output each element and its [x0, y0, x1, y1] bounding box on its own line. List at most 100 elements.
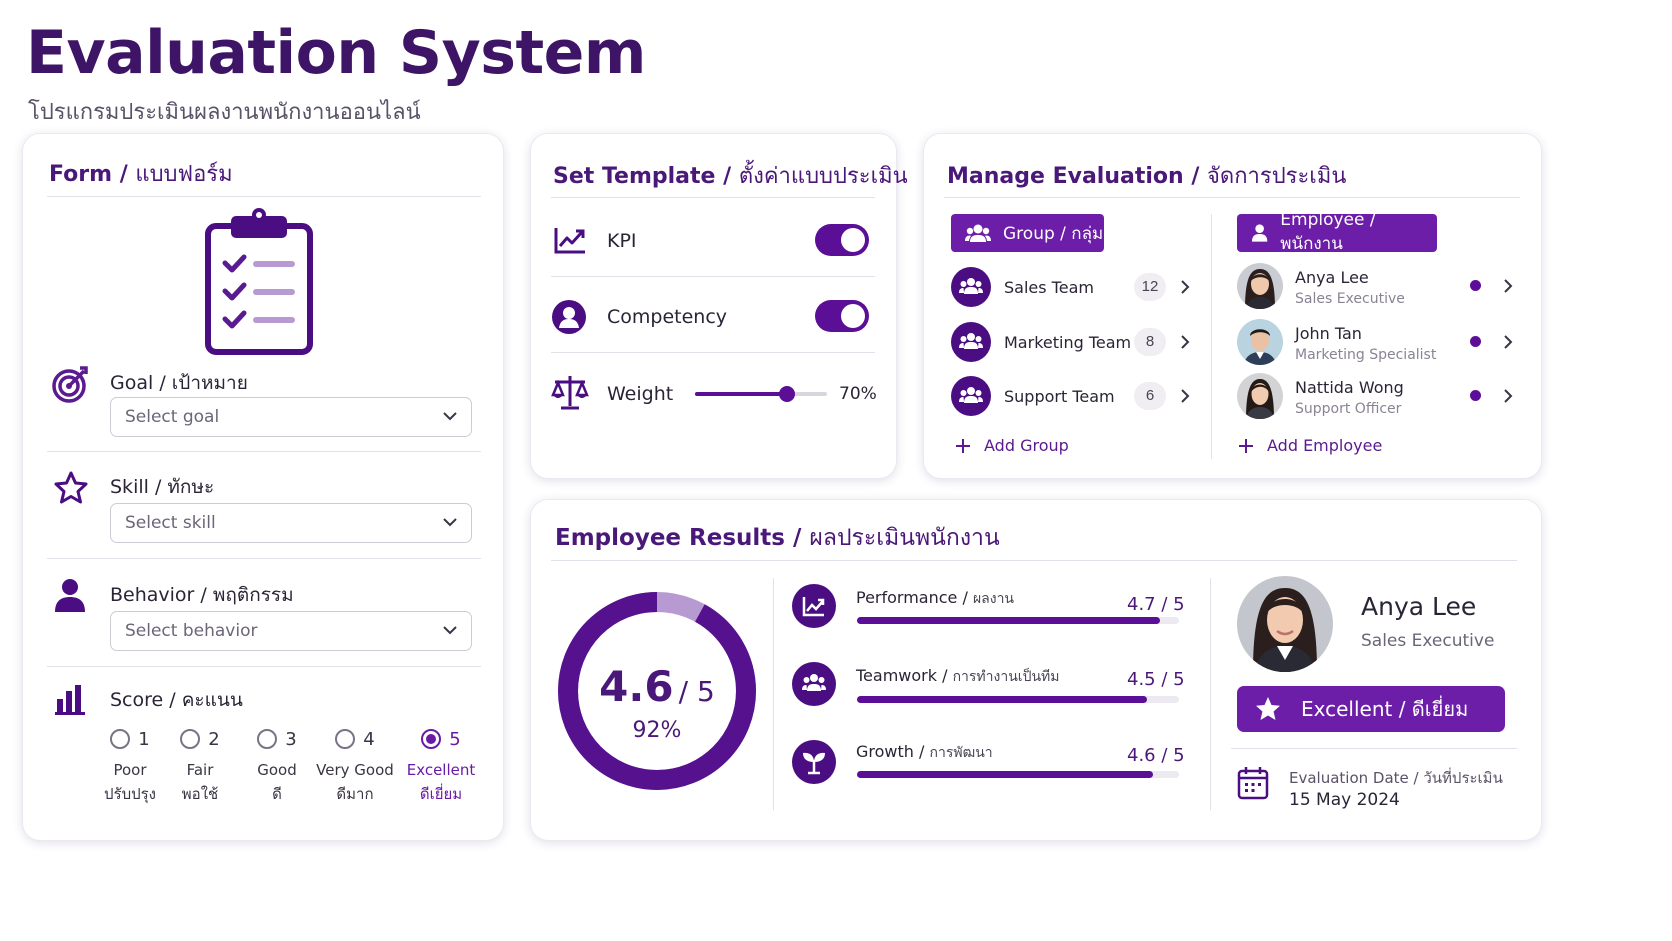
chevron-down-icon	[443, 626, 457, 635]
behavior-select[interactable]: Select behavior	[110, 611, 472, 651]
skill-select[interactable]: Select skill	[110, 503, 472, 543]
toggle-knob	[841, 304, 865, 328]
score-option-1[interactable]: 1 Poor ปรับปรุง	[103, 728, 156, 804]
result-employee-name: Anya Lee	[1361, 592, 1477, 621]
column-divider	[773, 578, 774, 810]
plus-icon	[956, 439, 970, 453]
employee-name: Nattida Wong	[1295, 378, 1404, 397]
avatar	[1237, 576, 1333, 672]
divider	[944, 197, 1520, 198]
group-tab[interactable]: Group / กลุ่ม	[951, 214, 1104, 252]
radio-button[interactable]	[257, 729, 278, 749]
weight-value: 70%	[839, 384, 877, 404]
chevron-right-icon	[1504, 279, 1513, 293]
team-icon	[951, 322, 991, 362]
trend-chart-icon	[554, 228, 585, 254]
form-card: Form / แบบฟอร์ม Goal / เป้าหมาย Select g…	[22, 133, 504, 841]
competency-label: Competency	[607, 306, 728, 328]
behavior-label: Behavior / พฤติกรรม	[110, 584, 294, 606]
chevron-down-icon	[443, 412, 457, 421]
template-card: Set Template / ตั้งค่าแบบประเมิน KPI Com…	[530, 133, 908, 479]
slider-thumb[interactable]	[779, 386, 796, 402]
skill-label: Skill / ทักษะ	[110, 476, 215, 498]
add-employee-button[interactable]: Add Employee	[1238, 434, 1398, 458]
score-option-5[interactable]: 5 Excellent ดีเยี่ยม	[406, 728, 476, 804]
add-group-button[interactable]: Add Group	[955, 434, 1095, 458]
group-icon	[959, 333, 983, 349]
target-icon	[52, 366, 88, 403]
employee-row[interactable]: Anya Lee Sales Executive	[1237, 263, 1522, 311]
evaluation-date: 15 May 2024	[1289, 790, 1400, 810]
employee-name: Anya Lee	[1295, 268, 1369, 287]
score-option-2[interactable]: 2 Fair พอใช้	[180, 728, 220, 803]
bar-chart-icon	[55, 685, 85, 715]
employee-tab[interactable]: Employee / พนักงาน	[1237, 210, 1437, 254]
score-option-4[interactable]: 4 Very Good ดีมาก	[316, 728, 394, 804]
clipboard-icon	[205, 208, 313, 355]
chevron-right-icon	[1504, 335, 1513, 349]
overall-score-donut	[558, 592, 756, 790]
form-title: Form / แบบฟอร์ม	[49, 162, 233, 187]
slider-fill	[695, 392, 788, 396]
plus-icon	[1239, 439, 1253, 453]
status-dot	[1470, 280, 1481, 291]
team-icon	[951, 267, 991, 307]
column-divider	[1211, 214, 1212, 459]
weight-slider[interactable]	[695, 386, 827, 402]
result-employee-role: Sales Executive	[1361, 631, 1495, 651]
rating-badge: Excellent / ดีเยี่ยม	[1237, 686, 1505, 732]
avatar	[1237, 373, 1283, 419]
avatar	[1237, 319, 1283, 365]
scale-icon	[551, 376, 589, 410]
score-label: Score / คะแนน	[110, 689, 243, 711]
bar-fill	[857, 617, 1160, 624]
group-icon	[802, 674, 826, 691]
group-count-badge: 6	[1134, 382, 1166, 410]
radio-button[interactable]	[180, 729, 201, 749]
group-name: Support Team	[1004, 387, 1115, 406]
employee-role: Support Officer	[1295, 401, 1402, 417]
divider	[47, 558, 481, 559]
group-row[interactable]: Sales Team 12	[951, 267, 1201, 307]
divider	[47, 196, 481, 197]
divider	[1231, 748, 1517, 749]
competency-toggle[interactable]	[815, 300, 869, 332]
employee-row[interactable]: John Tan Marketing Specialist	[1237, 319, 1522, 367]
group-icon	[965, 224, 991, 242]
teamwork-label: Teamwork / การทำงานเป็นทีม	[856, 666, 1060, 685]
radio-button-selected[interactable]	[421, 729, 442, 749]
evaluation-date-label: Evaluation Date / วันที่ประเมิน	[1289, 769, 1503, 787]
group-row[interactable]: Marketing Team 8	[951, 322, 1201, 362]
goal-select[interactable]: Select goal	[110, 397, 472, 437]
performance-value: 4.7 / 5	[1127, 594, 1185, 615]
results-title: Employee Results / ผลประเมินพนักงาน	[555, 525, 1000, 551]
bar-fill	[857, 696, 1147, 703]
group-icon	[959, 278, 983, 294]
chevron-right-icon	[1504, 389, 1513, 403]
growth-bar	[857, 771, 1179, 778]
radio-button[interactable]	[335, 729, 356, 749]
overall-percent: 92%	[632, 718, 682, 743]
growth-icon	[792, 740, 836, 784]
performance-bar	[857, 617, 1179, 624]
group-count-badge: 12	[1134, 273, 1166, 301]
employee-role: Marketing Specialist	[1295, 347, 1437, 363]
performance-label: Performance / ผลงาน	[856, 588, 1015, 607]
teamwork-value: 4.5 / 5	[1127, 669, 1185, 690]
divider	[47, 666, 481, 667]
employee-row[interactable]: Nattida Wong Support Officer	[1237, 373, 1522, 421]
kpi-toggle[interactable]	[815, 224, 869, 256]
bar-fill	[857, 771, 1154, 778]
goal-label: Goal / เป้าหมาย	[110, 372, 248, 394]
app-subtitle: โปรแกรมประเมินผลงานพนักงานออนไลน์	[28, 100, 421, 125]
chevron-down-icon	[443, 518, 457, 527]
score-option-3[interactable]: 3 Good ดี	[257, 728, 297, 804]
template-title: Set Template / ตั้งค่าแบบประเมิน	[553, 164, 908, 189]
employee-role: Sales Executive	[1295, 291, 1405, 307]
group-row[interactable]: Support Team 6	[951, 376, 1201, 416]
star-icon	[1256, 697, 1280, 720]
divider	[551, 197, 875, 198]
radio-button[interactable]	[110, 729, 131, 749]
user-circle-icon	[552, 300, 586, 334]
performance-icon	[792, 584, 836, 628]
